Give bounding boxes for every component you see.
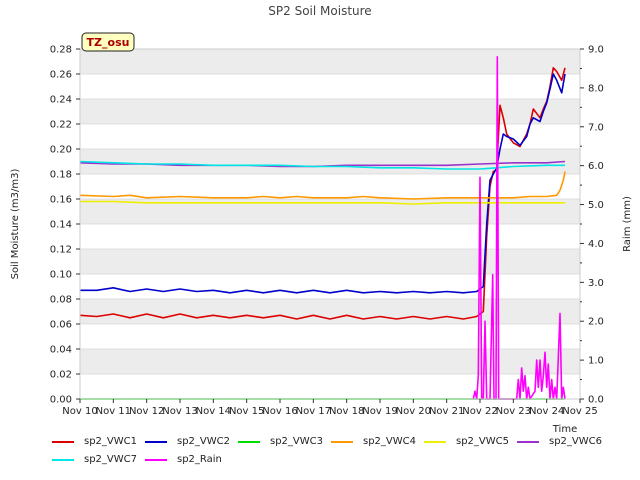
legend-label: sp2_VWC4 bbox=[363, 436, 416, 447]
y2-tick-label: 5.0 bbox=[588, 200, 604, 211]
x-tick-label: Nov 18 bbox=[329, 406, 364, 417]
legend-label: sp2_VWC6 bbox=[549, 436, 602, 447]
legend-swatch bbox=[517, 440, 539, 443]
legend-swatch bbox=[145, 440, 167, 443]
y2-tick-label: 7.0 bbox=[588, 122, 604, 133]
x-tick-label: Nov 13 bbox=[162, 406, 197, 417]
legend-label: sp2_Rain bbox=[177, 454, 222, 465]
legend-item: sp2_VWC7 bbox=[52, 454, 137, 465]
series-line-sp2-vwc2 bbox=[80, 73, 566, 294]
y-tick-label: 0.00 bbox=[50, 395, 72, 406]
legend-item: sp2_Rain bbox=[145, 454, 222, 465]
legend-swatch bbox=[331, 440, 353, 443]
legend-label: sp2_VWC3 bbox=[270, 436, 323, 447]
plot-band bbox=[80, 349, 580, 374]
chart-title: SP2 Soil Moisture bbox=[268, 4, 371, 18]
y-axis-label: Soil Moisture (m3/m3) bbox=[10, 169, 21, 280]
legend-label: sp2_VWC7 bbox=[84, 454, 137, 465]
plot-band bbox=[80, 299, 580, 324]
y2-axis-ticks: 0.0 1.0 2.0 3.0 4.0 5.0 6.0 7.0 8.0 9.0 bbox=[580, 45, 604, 406]
legend-item: sp2_VWC5 bbox=[424, 436, 509, 447]
legend-label: sp2_VWC5 bbox=[456, 436, 509, 447]
y-tick-label: 0.22 bbox=[50, 120, 72, 131]
y2-tick-label: 1.0 bbox=[588, 356, 604, 367]
x-tick-label: Nov 10 bbox=[62, 406, 97, 417]
x-tick-label: Nov 20 bbox=[396, 406, 431, 417]
plot-band bbox=[80, 324, 580, 349]
y-tick-label: 0.14 bbox=[50, 220, 72, 231]
x-tick-label: Nov 15 bbox=[229, 406, 264, 417]
legend-swatch bbox=[424, 440, 446, 443]
legend-swatch bbox=[52, 440, 74, 443]
x-axis-label: Time bbox=[552, 424, 577, 435]
x-tick-label: Nov 17 bbox=[296, 406, 331, 417]
x-tick-label: Nov 14 bbox=[196, 406, 231, 417]
plot-band bbox=[80, 99, 580, 124]
y-tick-label: 0.08 bbox=[50, 295, 72, 306]
legend-item: sp2_VWC4 bbox=[331, 436, 416, 447]
y-tick-label: 0.06 bbox=[50, 320, 72, 331]
plot-band bbox=[80, 149, 580, 174]
legend-item: sp2_VWC2 bbox=[145, 436, 230, 447]
y2-tick-label: 8.0 bbox=[588, 83, 604, 94]
y-tick-label: 0.02 bbox=[50, 370, 72, 381]
y-tick-label: 0.12 bbox=[50, 245, 72, 256]
y-tick-label: 0.26 bbox=[50, 70, 72, 81]
x-tick-label: Nov 11 bbox=[96, 406, 131, 417]
y-tick-label: 0.18 bbox=[50, 170, 72, 181]
y2-tick-label: 2.0 bbox=[588, 317, 604, 328]
y2-tick-label: 6.0 bbox=[588, 161, 604, 172]
legend-item: sp2_VWC1 bbox=[52, 436, 137, 447]
y-axis-ticks: 0.00 0.02 0.04 0.06 0.08 0.10 0.12 0.14 0.16 0.18… bbox=[50, 45, 80, 406]
plot-band bbox=[80, 274, 580, 299]
y2-tick-label: 0.0 bbox=[588, 395, 604, 406]
x-tick-label: Nov 21 bbox=[429, 406, 464, 417]
legend-label: sp2_VWC1 bbox=[84, 436, 137, 447]
x-tick-label: Nov 12 bbox=[129, 406, 164, 417]
x-tick-label: Nov 16 bbox=[262, 406, 297, 417]
y-tick-label: 0.20 bbox=[50, 145, 72, 156]
y-tick-label: 0.28 bbox=[50, 45, 72, 56]
series-line-sp2-rain bbox=[472, 55, 566, 400]
y2-tick-label: 4.0 bbox=[588, 239, 604, 250]
annotation-box: TZ_osu bbox=[81, 32, 135, 52]
series-line-sp2-vwc1 bbox=[79, 67, 566, 320]
y-tick-label: 0.10 bbox=[50, 270, 72, 281]
y2-tick-label: 3.0 bbox=[588, 278, 604, 289]
y-tick-label: 0.04 bbox=[50, 345, 72, 356]
y2-axis-label: Raim (mm) bbox=[622, 196, 633, 252]
y-tick-label: 0.24 bbox=[50, 95, 72, 106]
plot-band bbox=[80, 49, 580, 74]
y-tick-label: 0.16 bbox=[50, 195, 72, 206]
x-tick-label: Nov 25 bbox=[562, 406, 597, 417]
plot-band bbox=[80, 249, 580, 274]
legend-label: sp2_VWC2 bbox=[177, 436, 230, 447]
legend-item: sp2_VWC6 bbox=[517, 436, 602, 447]
y2-tick-label: 9.0 bbox=[588, 45, 604, 56]
annotation-label: TZ_osu bbox=[87, 36, 130, 49]
legend-swatch bbox=[52, 458, 74, 461]
plot-band bbox=[80, 74, 580, 99]
legend-swatch bbox=[145, 458, 167, 461]
plot-band bbox=[80, 174, 580, 199]
x-tick-label: Nov 24 bbox=[529, 406, 564, 417]
x-tick-label: Nov 19 bbox=[362, 406, 397, 417]
plot-band bbox=[80, 224, 580, 249]
series-line-sp2-vwc4 bbox=[79, 171, 566, 200]
x-tick-label: Nov 23 bbox=[496, 406, 531, 417]
series-line-sp2-vwc7 bbox=[79, 160, 565, 170]
legend-swatch bbox=[238, 440, 260, 443]
legend-item: sp2_VWC3 bbox=[238, 436, 323, 447]
x-tick-label: Nov 22 bbox=[462, 406, 497, 417]
plot-band bbox=[80, 374, 580, 399]
